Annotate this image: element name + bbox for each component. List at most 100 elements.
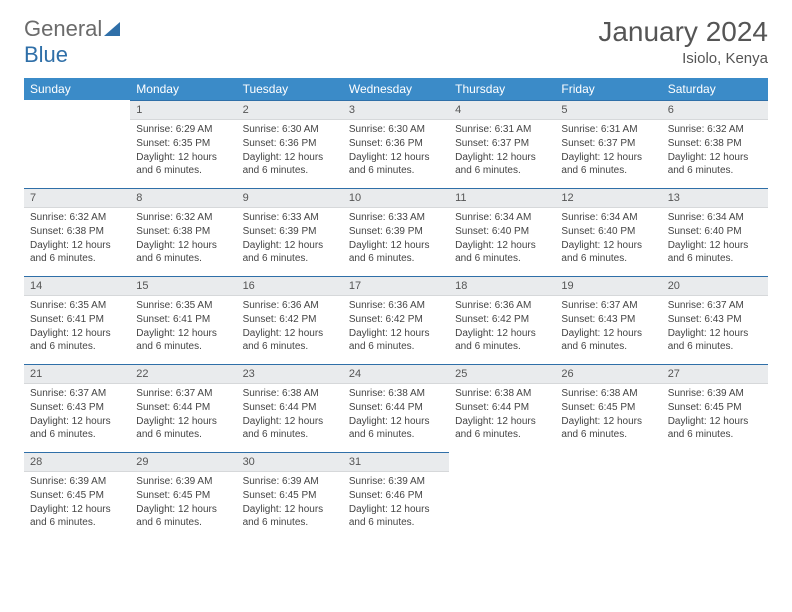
- sunrise-line: Sunrise: 6:39 AM: [30, 475, 124, 488]
- daylight-line: Daylight: 12 hours and 6 minutes.: [349, 503, 443, 529]
- day-cell: 26Sunrise: 6:38 AMSunset: 6:45 PMDayligh…: [555, 364, 661, 452]
- sunset-line: Sunset: 6:35 PM: [136, 137, 230, 150]
- sunrise-line: Sunrise: 6:31 AM: [455, 123, 549, 136]
- empty-cell: [449, 452, 555, 540]
- daylight-line: Daylight: 12 hours and 6 minutes.: [349, 415, 443, 441]
- sunrise-line: Sunrise: 6:39 AM: [136, 475, 230, 488]
- day-body: Sunrise: 6:30 AMSunset: 6:36 PMDaylight:…: [343, 120, 449, 184]
- sunrise-line: Sunrise: 6:35 AM: [136, 299, 230, 312]
- day-cell: 1Sunrise: 6:29 AMSunset: 6:35 PMDaylight…: [130, 100, 236, 188]
- sunset-line: Sunset: 6:45 PM: [136, 489, 230, 502]
- sunset-line: Sunset: 6:46 PM: [349, 489, 443, 502]
- day-cell: 11Sunrise: 6:34 AMSunset: 6:40 PMDayligh…: [449, 188, 555, 276]
- day-number: 21: [24, 364, 130, 384]
- day-cell: 21Sunrise: 6:37 AMSunset: 6:43 PMDayligh…: [24, 364, 130, 452]
- day-cell: 20Sunrise: 6:37 AMSunset: 6:43 PMDayligh…: [662, 276, 768, 364]
- day-number: 7: [24, 188, 130, 208]
- day-cell: 19Sunrise: 6:37 AMSunset: 6:43 PMDayligh…: [555, 276, 661, 364]
- sunrise-line: Sunrise: 6:39 AM: [349, 475, 443, 488]
- sunset-line: Sunset: 6:42 PM: [455, 313, 549, 326]
- daylight-line: Daylight: 12 hours and 6 minutes.: [668, 327, 762, 353]
- calendar-row: 28Sunrise: 6:39 AMSunset: 6:45 PMDayligh…: [24, 452, 768, 540]
- day-body: Sunrise: 6:30 AMSunset: 6:36 PMDaylight:…: [237, 120, 343, 184]
- day-number: 3: [343, 100, 449, 120]
- sunset-line: Sunset: 6:41 PM: [30, 313, 124, 326]
- daylight-line: Daylight: 12 hours and 6 minutes.: [561, 327, 655, 353]
- empty-cell: [24, 100, 130, 188]
- day-cell: 7Sunrise: 6:32 AMSunset: 6:38 PMDaylight…: [24, 188, 130, 276]
- daylight-line: Daylight: 12 hours and 6 minutes.: [136, 327, 230, 353]
- sunset-line: Sunset: 6:36 PM: [243, 137, 337, 150]
- weekday-header: Tuesday: [237, 78, 343, 100]
- sunset-line: Sunset: 6:40 PM: [455, 225, 549, 238]
- day-body: Sunrise: 6:32 AMSunset: 6:38 PMDaylight:…: [24, 208, 130, 272]
- sunrise-line: Sunrise: 6:36 AM: [243, 299, 337, 312]
- sunset-line: Sunset: 6:39 PM: [243, 225, 337, 238]
- sunset-line: Sunset: 6:40 PM: [561, 225, 655, 238]
- daylight-line: Daylight: 12 hours and 6 minutes.: [349, 151, 443, 177]
- sunset-line: Sunset: 6:38 PM: [668, 137, 762, 150]
- daylight-line: Daylight: 12 hours and 6 minutes.: [349, 239, 443, 265]
- day-body: Sunrise: 6:32 AMSunset: 6:38 PMDaylight:…: [662, 120, 768, 184]
- day-number: 9: [237, 188, 343, 208]
- sunrise-line: Sunrise: 6:34 AM: [668, 211, 762, 224]
- sunset-line: Sunset: 6:39 PM: [349, 225, 443, 238]
- daylight-line: Daylight: 12 hours and 6 minutes.: [561, 239, 655, 265]
- day-cell: 10Sunrise: 6:33 AMSunset: 6:39 PMDayligh…: [343, 188, 449, 276]
- day-body: Sunrise: 6:33 AMSunset: 6:39 PMDaylight:…: [343, 208, 449, 272]
- day-cell: 31Sunrise: 6:39 AMSunset: 6:46 PMDayligh…: [343, 452, 449, 540]
- empty-cell: [662, 452, 768, 540]
- day-number: 17: [343, 276, 449, 296]
- day-number: 15: [130, 276, 236, 296]
- sunrise-line: Sunrise: 6:37 AM: [561, 299, 655, 312]
- day-cell: 28Sunrise: 6:39 AMSunset: 6:45 PMDayligh…: [24, 452, 130, 540]
- sunset-line: Sunset: 6:42 PM: [349, 313, 443, 326]
- day-cell: 24Sunrise: 6:38 AMSunset: 6:44 PMDayligh…: [343, 364, 449, 452]
- sunrise-line: Sunrise: 6:39 AM: [668, 387, 762, 400]
- sunrise-line: Sunrise: 6:38 AM: [455, 387, 549, 400]
- daylight-line: Daylight: 12 hours and 6 minutes.: [349, 327, 443, 353]
- sunset-line: Sunset: 6:37 PM: [455, 137, 549, 150]
- day-cell: 17Sunrise: 6:36 AMSunset: 6:42 PMDayligh…: [343, 276, 449, 364]
- day-body: Sunrise: 6:37 AMSunset: 6:43 PMDaylight:…: [24, 384, 130, 448]
- daylight-line: Daylight: 12 hours and 6 minutes.: [136, 415, 230, 441]
- daylight-line: Daylight: 12 hours and 6 minutes.: [243, 239, 337, 265]
- day-number: 8: [130, 188, 236, 208]
- sunrise-line: Sunrise: 6:34 AM: [455, 211, 549, 224]
- day-number: 18: [449, 276, 555, 296]
- sunrise-line: Sunrise: 6:37 AM: [136, 387, 230, 400]
- day-number: 26: [555, 364, 661, 384]
- day-number: 5: [555, 100, 661, 120]
- day-number: 22: [130, 364, 236, 384]
- day-body: Sunrise: 6:31 AMSunset: 6:37 PMDaylight:…: [449, 120, 555, 184]
- sunrise-line: Sunrise: 6:38 AM: [349, 387, 443, 400]
- day-body: Sunrise: 6:36 AMSunset: 6:42 PMDaylight:…: [237, 296, 343, 360]
- daylight-line: Daylight: 12 hours and 6 minutes.: [30, 415, 124, 441]
- calendar-body: 1Sunrise: 6:29 AMSunset: 6:35 PMDaylight…: [24, 100, 768, 540]
- sunset-line: Sunset: 6:44 PM: [243, 401, 337, 414]
- daylight-line: Daylight: 12 hours and 6 minutes.: [30, 239, 124, 265]
- sunset-line: Sunset: 6:45 PM: [561, 401, 655, 414]
- sunset-line: Sunset: 6:43 PM: [30, 401, 124, 414]
- day-cell: 25Sunrise: 6:38 AMSunset: 6:44 PMDayligh…: [449, 364, 555, 452]
- sunrise-line: Sunrise: 6:29 AM: [136, 123, 230, 136]
- sunset-line: Sunset: 6:45 PM: [668, 401, 762, 414]
- day-body: Sunrise: 6:39 AMSunset: 6:46 PMDaylight:…: [343, 472, 449, 536]
- title-block: January 2024 Isiolo, Kenya: [598, 16, 768, 67]
- sunset-line: Sunset: 6:44 PM: [455, 401, 549, 414]
- day-number: 16: [237, 276, 343, 296]
- daylight-line: Daylight: 12 hours and 6 minutes.: [30, 503, 124, 529]
- sunset-line: Sunset: 6:38 PM: [136, 225, 230, 238]
- daylight-line: Daylight: 12 hours and 6 minutes.: [243, 327, 337, 353]
- location: Isiolo, Kenya: [598, 50, 768, 67]
- weekday-header: Wednesday: [343, 78, 449, 100]
- daylight-line: Daylight: 12 hours and 6 minutes.: [668, 239, 762, 265]
- daylight-line: Daylight: 12 hours and 6 minutes.: [561, 151, 655, 177]
- day-cell: 9Sunrise: 6:33 AMSunset: 6:39 PMDaylight…: [237, 188, 343, 276]
- day-body: Sunrise: 6:34 AMSunset: 6:40 PMDaylight:…: [555, 208, 661, 272]
- daylight-line: Daylight: 12 hours and 6 minutes.: [136, 503, 230, 529]
- day-cell: 5Sunrise: 6:31 AMSunset: 6:37 PMDaylight…: [555, 100, 661, 188]
- calendar-table: SundayMondayTuesdayWednesdayThursdayFrid…: [24, 78, 768, 540]
- daylight-line: Daylight: 12 hours and 6 minutes.: [455, 151, 549, 177]
- day-number: 24: [343, 364, 449, 384]
